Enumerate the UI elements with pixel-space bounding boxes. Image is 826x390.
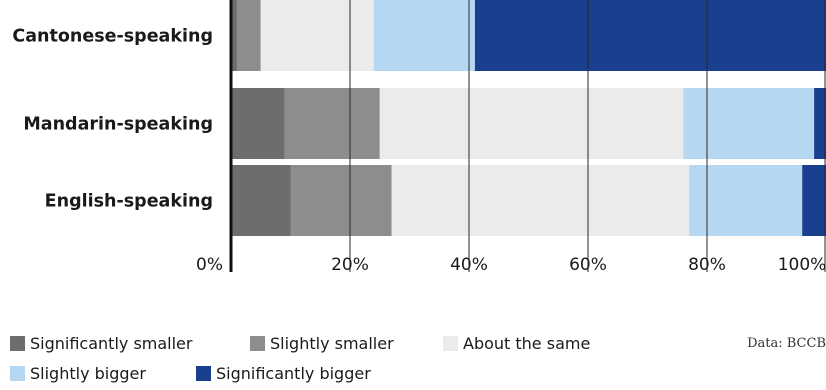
x-tick-label: 0% — [196, 255, 223, 275]
bar-english-speaking-significantly-smaller — [231, 165, 291, 236]
legend-item-slightly-smaller: Slightly smaller — [250, 334, 394, 353]
legend-item-significantly-bigger: Significantly bigger — [196, 364, 371, 383]
x-tick-label: 40% — [450, 255, 488, 275]
legend-label: Significantly smaller — [30, 334, 193, 353]
legend: Significantly smaller Slightly smaller A… — [10, 334, 826, 390]
bar-cantonese-speaking-significantly-smaller — [231, 0, 237, 71]
bar-mandarin-speaking-significantly-bigger — [814, 88, 826, 159]
legend-label: Slightly bigger — [30, 364, 146, 383]
legend-swatch — [250, 336, 265, 351]
x-tick-label: 100% — [778, 255, 826, 275]
x-tick-label: 60% — [569, 255, 607, 275]
legend-item-significantly-smaller: Significantly smaller — [10, 334, 192, 353]
bar-cantonese-speaking-significantly-bigger — [474, 0, 826, 71]
category-label-english-speaking: English-speaking — [45, 192, 213, 212]
bar-english-speaking-slightly-smaller — [290, 165, 392, 236]
legend-label: Significantly bigger — [216, 364, 371, 383]
legend-label: About the same — [463, 334, 591, 353]
bar-mandarin-speaking-significantly-smaller — [231, 88, 285, 159]
legend-swatch — [196, 366, 211, 381]
bar-mandarin-speaking-slightly-smaller — [284, 88, 380, 159]
legend-swatch — [10, 336, 25, 351]
legend-swatch — [10, 366, 25, 381]
x-tick-label: 20% — [331, 255, 369, 275]
bar-english-speaking-slightly-bigger — [689, 165, 803, 236]
legend-swatch — [443, 336, 458, 351]
data-source-note: Data: BCCB — [747, 336, 826, 351]
legend-item-slightly-bigger: Slightly bigger — [10, 364, 146, 383]
bar-cantonese-speaking-slightly-smaller — [236, 0, 261, 71]
bar-english-speaking-significantly-bigger — [802, 165, 826, 236]
category-label-cantonese-speaking: Cantonese-speaking — [12, 27, 213, 47]
bar-mandarin-speaking-about-the-same — [379, 88, 684, 159]
bar-cantonese-speaking-about-the-same — [260, 0, 374, 71]
bar-english-speaking-about-the-same — [391, 165, 690, 236]
x-tick-label: 80% — [688, 255, 726, 275]
stacked-bar-chart: Cantonese-speaking Mandarin-speaking Engli… — [12, 0, 826, 275]
legend-label: Slightly smaller — [270, 334, 394, 353]
legend-item-about-the-same: About the same — [443, 334, 590, 353]
bar-cantonese-speaking-slightly-bigger — [373, 0, 475, 71]
category-label-mandarin-speaking: Mandarin-speaking — [23, 115, 213, 135]
bar-mandarin-speaking-slightly-bigger — [683, 88, 815, 159]
